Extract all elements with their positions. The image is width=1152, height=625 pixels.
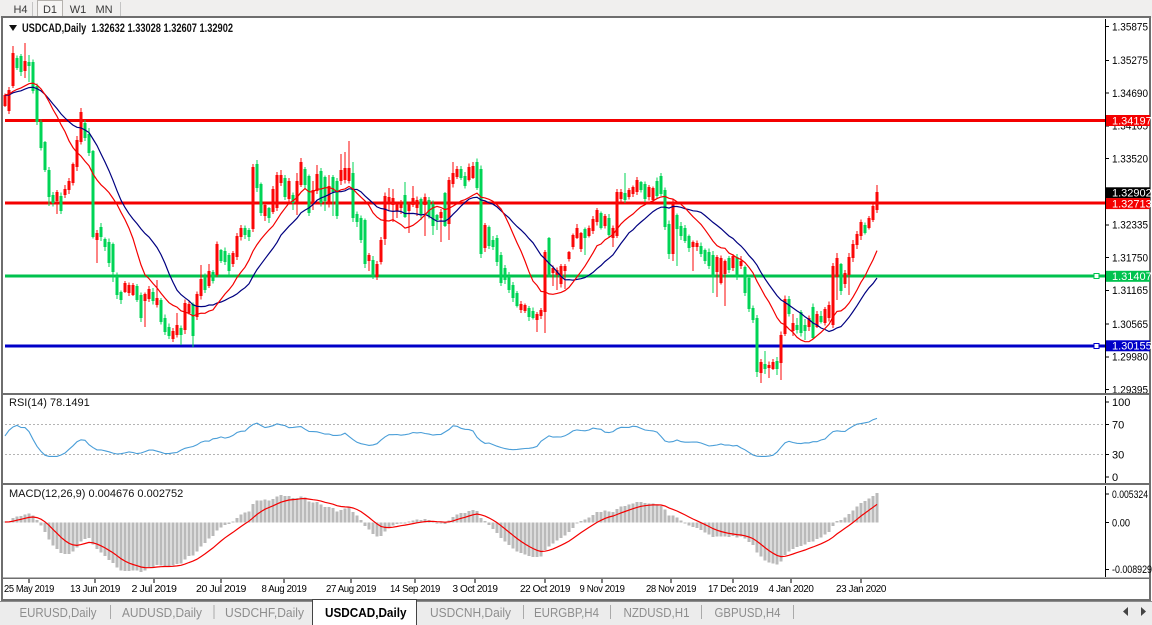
svg-text:25 May 2019: 25 May 2019	[4, 584, 55, 595]
svg-text:USDCAD,Daily 1.32632 1.33028: USDCAD,Daily 1.32632 1.33028 1.32607 1.3…	[22, 23, 233, 35]
svg-text:H4: H4	[13, 4, 27, 16]
svg-text:USDCNH,Daily: USDCNH,Daily	[430, 606, 512, 620]
svg-text:W1: W1	[70, 4, 87, 16]
svg-text:GBPUSD,H4: GBPUSD,H4	[715, 606, 781, 620]
svg-text:1.30155: 1.30155	[1112, 341, 1152, 353]
svg-text:0: 0	[1112, 472, 1118, 484]
svg-text:1.30565: 1.30565	[1112, 319, 1148, 331]
svg-text:EURUSD,Daily: EURUSD,Daily	[20, 606, 98, 620]
svg-text:30: 30	[1112, 449, 1124, 461]
svg-text:100: 100	[1112, 397, 1130, 409]
svg-text:9 Nov 2019: 9 Nov 2019	[580, 584, 626, 595]
svg-text:4 Jan 2020: 4 Jan 2020	[769, 584, 815, 595]
svg-text:0.00: 0.00	[1112, 517, 1130, 529]
svg-text:1.31407: 1.31407	[1112, 271, 1152, 283]
svg-text:22 Oct 2019: 22 Oct 2019	[520, 584, 571, 595]
svg-text:3 Oct 2019: 3 Oct 2019	[453, 584, 499, 595]
svg-text:17 Dec 2019: 17 Dec 2019	[708, 584, 759, 595]
svg-text:NZDUSD,H1: NZDUSD,H1	[624, 606, 690, 620]
svg-text:1.34197: 1.34197	[1112, 115, 1152, 127]
svg-text:MACD(12,26,9) 0.004676 0.00275: MACD(12,26,9) 0.004676 0.002752	[9, 488, 183, 500]
svg-text:1.35875: 1.35875	[1112, 22, 1148, 34]
svg-text:D1: D1	[43, 4, 57, 16]
svg-text:1.33520: 1.33520	[1112, 153, 1148, 165]
svg-text:13 Jun 2019: 13 Jun 2019	[70, 584, 121, 595]
svg-text:-0.008929: -0.008929	[1112, 564, 1152, 576]
svg-text:1.35275: 1.35275	[1112, 55, 1148, 67]
svg-text:1.31750: 1.31750	[1112, 253, 1148, 265]
svg-text:27 Aug 2019: 27 Aug 2019	[326, 584, 377, 595]
svg-text:AUDUSD,Daily: AUDUSD,Daily	[122, 606, 203, 620]
svg-text:MN: MN	[95, 4, 112, 16]
svg-text:0.005324: 0.005324	[1112, 489, 1148, 501]
svg-text:1.32335: 1.32335	[1112, 220, 1148, 232]
svg-text:28 Nov 2019: 28 Nov 2019	[646, 584, 697, 595]
svg-text:1.32902: 1.32902	[1112, 188, 1152, 200]
svg-text:1.29980: 1.29980	[1112, 352, 1148, 364]
svg-text:RSI(14) 78.1491: RSI(14) 78.1491	[9, 397, 90, 409]
svg-text:USDCHF,Daily: USDCHF,Daily	[225, 606, 305, 620]
svg-text:70: 70	[1112, 419, 1124, 431]
svg-text:20 Jul 2019: 20 Jul 2019	[196, 584, 247, 595]
svg-text:8 Aug 2019: 8 Aug 2019	[262, 584, 308, 595]
svg-text:1.34690: 1.34690	[1112, 88, 1148, 100]
svg-text:2 Jul 2019: 2 Jul 2019	[132, 584, 178, 595]
svg-text:14 Sep 2019: 14 Sep 2019	[390, 584, 441, 595]
svg-text:USDCAD,Daily: USDCAD,Daily	[325, 606, 407, 620]
svg-text:1.31165: 1.31165	[1112, 285, 1148, 297]
svg-text:1.32713: 1.32713	[1112, 198, 1152, 210]
svg-text:EURGBP,H4: EURGBP,H4	[534, 606, 599, 620]
svg-text:23 Jan 2020: 23 Jan 2020	[836, 584, 887, 595]
